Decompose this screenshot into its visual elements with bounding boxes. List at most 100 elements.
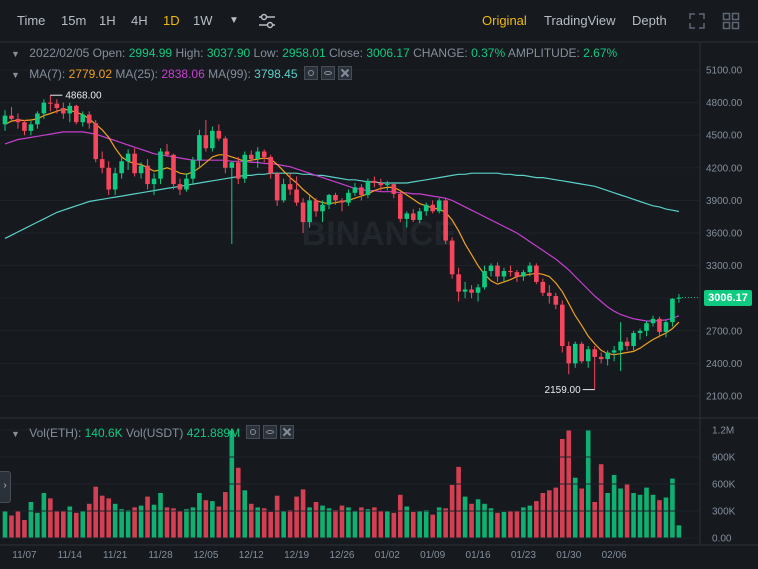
vol-close-icon[interactable] [280, 425, 295, 439]
vol-eth-label: Vol(ETH): [29, 426, 82, 440]
ma99-line [4, 172, 680, 239]
candle-body [339, 200, 345, 203]
high-label: High: [175, 46, 204, 60]
ma7-label: MA(7): [29, 67, 66, 81]
candle-body [378, 183, 384, 186]
interval-dropdown-icon[interactable]: ▼ [229, 15, 239, 26]
candle-body [106, 167, 111, 190]
candle-body [469, 289, 474, 293]
volume-bar [514, 511, 520, 538]
indicator-settings-icon[interactable] [258, 12, 276, 30]
vol-settings-icon[interactable] [246, 425, 261, 439]
candle-body [112, 173, 118, 190]
volume-bar [132, 507, 137, 538]
date-tick-label: 11/28 [148, 550, 173, 561]
candle-body [618, 341, 623, 351]
candle-body [294, 189, 299, 203]
interval-4h[interactable]: 4H [131, 13, 148, 28]
volume-bar [501, 511, 507, 538]
volume-bar [663, 497, 669, 538]
interval-1d[interactable]: 1D [163, 13, 180, 28]
volume-bar [9, 515, 14, 538]
ma25-label: MA(25): [115, 67, 159, 81]
volume-bar [15, 511, 21, 538]
volume-bar [177, 511, 183, 538]
volume-bar [359, 507, 364, 538]
view-depth[interactable]: Depth [632, 13, 667, 28]
candle-body [501, 271, 507, 277]
fullscreen-icon[interactable] [688, 12, 706, 30]
ma-settings-icon[interactable] [303, 66, 318, 80]
volume-bar [248, 503, 254, 538]
volume-bar [436, 507, 442, 538]
volume-bar [352, 511, 358, 538]
candle-body [670, 298, 675, 323]
volume-bar [73, 512, 79, 538]
candle-body [216, 130, 222, 139]
volume-bar [216, 506, 222, 538]
candle-body [99, 159, 105, 168]
view-original[interactable]: Original [482, 13, 527, 28]
volume-bar [410, 511, 416, 538]
collapse-toggle-icon[interactable]: ▼ [11, 49, 20, 59]
candle-body [566, 346, 572, 364]
ma-collapse-toggle-icon[interactable]: ▼ [11, 70, 20, 80]
candle-body [67, 105, 73, 114]
view-tradingview[interactable]: TradingView [544, 13, 616, 28]
candle-body [151, 178, 157, 185]
volume-bar [61, 511, 66, 538]
volume-bar [223, 492, 228, 538]
volume-bar [592, 502, 597, 538]
candle-body [410, 213, 416, 220]
volume-bar [456, 466, 461, 538]
candle-body [235, 162, 241, 179]
candle-body [190, 160, 196, 179]
ma-visibility-icon[interactable] [320, 66, 335, 80]
candle-body [346, 192, 351, 203]
volume-bar [333, 510, 338, 538]
ma-close-icon[interactable] [337, 66, 352, 80]
volume-bar [527, 505, 533, 538]
candle-body [261, 151, 267, 157]
date-tick-label: 01/30 [556, 550, 581, 561]
candle-body [521, 272, 526, 277]
low-label: Low: [253, 46, 279, 60]
volume-bar [443, 508, 448, 538]
candle-body [579, 343, 585, 362]
volume-bar [300, 489, 306, 538]
interval-1w[interactable]: 1W [193, 13, 213, 28]
interval-time[interactable]: Time [17, 13, 46, 28]
volume-bar [93, 486, 99, 538]
candle-body [423, 204, 429, 212]
ma25-line [4, 131, 680, 322]
chart-toolbar: Time 15m 1H 4H 1D 1W ▼ Original TradingV… [0, 0, 758, 42]
interval-1h[interactable]: 1H [99, 13, 116, 28]
interval-15m[interactable]: 15m [61, 13, 87, 28]
vol-collapse-toggle-icon[interactable]: ▼ [11, 429, 20, 439]
volume-bar [488, 508, 494, 538]
candle-body [223, 138, 228, 168]
volume-bar [210, 501, 215, 538]
date-tick-label: 12/05 [193, 550, 218, 561]
candle-body [527, 265, 533, 273]
vol-visibility-icon[interactable] [263, 425, 278, 439]
grid-layout-icon[interactable] [722, 12, 740, 30]
date-tick-label: 11/07 [12, 550, 37, 561]
volume-bar [559, 439, 565, 538]
volume-bar [618, 488, 623, 538]
volume-bar [378, 511, 384, 538]
volume-bar [423, 510, 429, 538]
candle-body [391, 184, 397, 194]
candle-body [61, 108, 66, 114]
change-label: CHANGE: [413, 46, 468, 60]
date-tick-label: 11/21 [103, 550, 128, 561]
volume-bar [605, 493, 610, 538]
volume-tick-label: 600K [712, 480, 736, 491]
candle-body [184, 178, 189, 190]
expand-panel-handle[interactable]: › [0, 471, 11, 503]
candle-body [385, 184, 390, 186]
candle-body [585, 349, 591, 362]
candle-body [624, 341, 630, 347]
volume-bar [313, 502, 319, 538]
